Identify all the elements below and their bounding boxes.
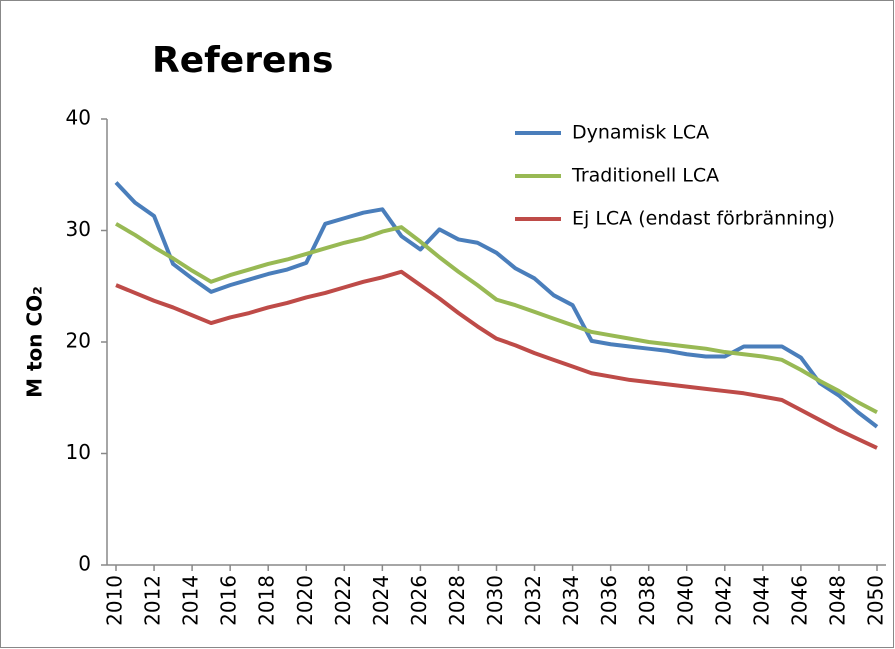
y-axis-label: M ton CO₂ xyxy=(23,286,47,398)
x-tick-label: 2048 xyxy=(825,575,849,626)
x-tick-label: 2018 xyxy=(255,575,279,626)
x-tick-label: 2030 xyxy=(483,575,507,626)
x-tick-label: 2014 xyxy=(179,575,203,626)
x-tick-label: 2044 xyxy=(749,575,773,626)
legend-label: Dynamisk LCA xyxy=(572,122,709,144)
chart-title: Referens xyxy=(152,40,333,81)
x-tick-label: 2028 xyxy=(445,575,469,626)
y-tick-label: 40 xyxy=(66,106,91,130)
x-tick-label: 2012 xyxy=(141,575,165,626)
series-line xyxy=(114,222,878,415)
x-tick-label: 2026 xyxy=(407,575,431,626)
x-tick-label: 2050 xyxy=(864,575,888,626)
y-tick-label: 0 xyxy=(78,552,91,576)
legend-label: Traditionell LCA xyxy=(571,165,719,187)
x-tick-label: 2024 xyxy=(369,575,393,626)
x-tick-label: 2016 xyxy=(217,575,241,626)
x-tick-label: 2032 xyxy=(521,575,545,626)
x-tick-label: 2022 xyxy=(331,575,355,626)
x-tick-label: 2034 xyxy=(559,575,583,626)
x-tick-label: 2010 xyxy=(103,575,127,626)
legend-label: Ej LCA (endast förbränning) xyxy=(572,208,835,230)
x-tick-label: 2042 xyxy=(711,575,735,626)
series-line xyxy=(114,181,879,429)
x-tick-label: 2046 xyxy=(787,575,811,626)
x-tick-label: 2020 xyxy=(293,575,317,626)
y-tick-label: 20 xyxy=(66,329,91,353)
x-tick-label: 2040 xyxy=(673,575,697,626)
y-tick-label: 30 xyxy=(66,217,91,241)
x-tick-label: 2036 xyxy=(597,575,621,626)
series-line xyxy=(115,269,878,450)
x-tick-label: 2038 xyxy=(635,575,659,626)
y-tick-label: 10 xyxy=(66,440,91,464)
